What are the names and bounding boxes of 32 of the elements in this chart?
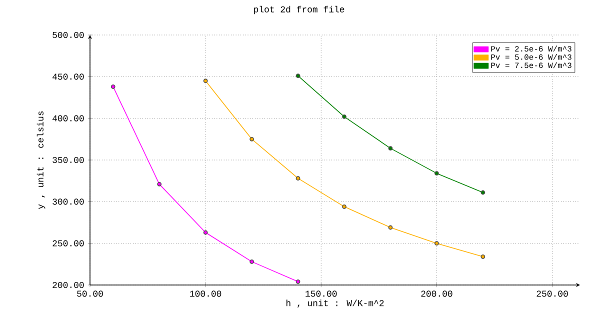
point <box>250 259 254 264</box>
point <box>388 225 393 230</box>
point <box>342 114 346 119</box>
y-axis-title: y , unit : celsius <box>36 111 46 210</box>
y-tick-label: 350.00 <box>52 156 84 164</box>
point <box>250 136 254 142</box>
y-tick-label: 200.00 <box>52 282 84 288</box>
chart-title: plot 2d from file <box>254 6 344 14</box>
point <box>296 176 300 181</box>
point <box>203 230 208 235</box>
point <box>388 146 393 151</box>
point <box>296 74 300 78</box>
y-tick-label: 400.00 <box>52 115 84 122</box>
y-tick-label: 300.00 <box>52 198 84 205</box>
point <box>157 182 162 186</box>
point <box>342 204 346 209</box>
x-tick-label: 50.00 <box>77 290 103 297</box>
x-tick-label: 200.00 <box>421 290 452 297</box>
point <box>434 241 439 246</box>
point <box>480 190 486 195</box>
point <box>480 254 486 259</box>
x-axis-title: h , unit : W/K-m^2 <box>286 300 384 308</box>
x-tick-label: 250.00 <box>536 290 568 297</box>
point <box>296 279 300 284</box>
x-tick-label: 150.00 <box>306 290 337 297</box>
point <box>434 171 439 176</box>
y-tick-label: 500.00 <box>52 32 84 38</box>
y-tick-label: 450.00 <box>52 74 84 80</box>
x-tick-label: 100.00 <box>190 290 222 297</box>
point <box>203 78 208 84</box>
y-tick-label: 250.00 <box>52 240 84 246</box>
point <box>110 84 116 89</box>
